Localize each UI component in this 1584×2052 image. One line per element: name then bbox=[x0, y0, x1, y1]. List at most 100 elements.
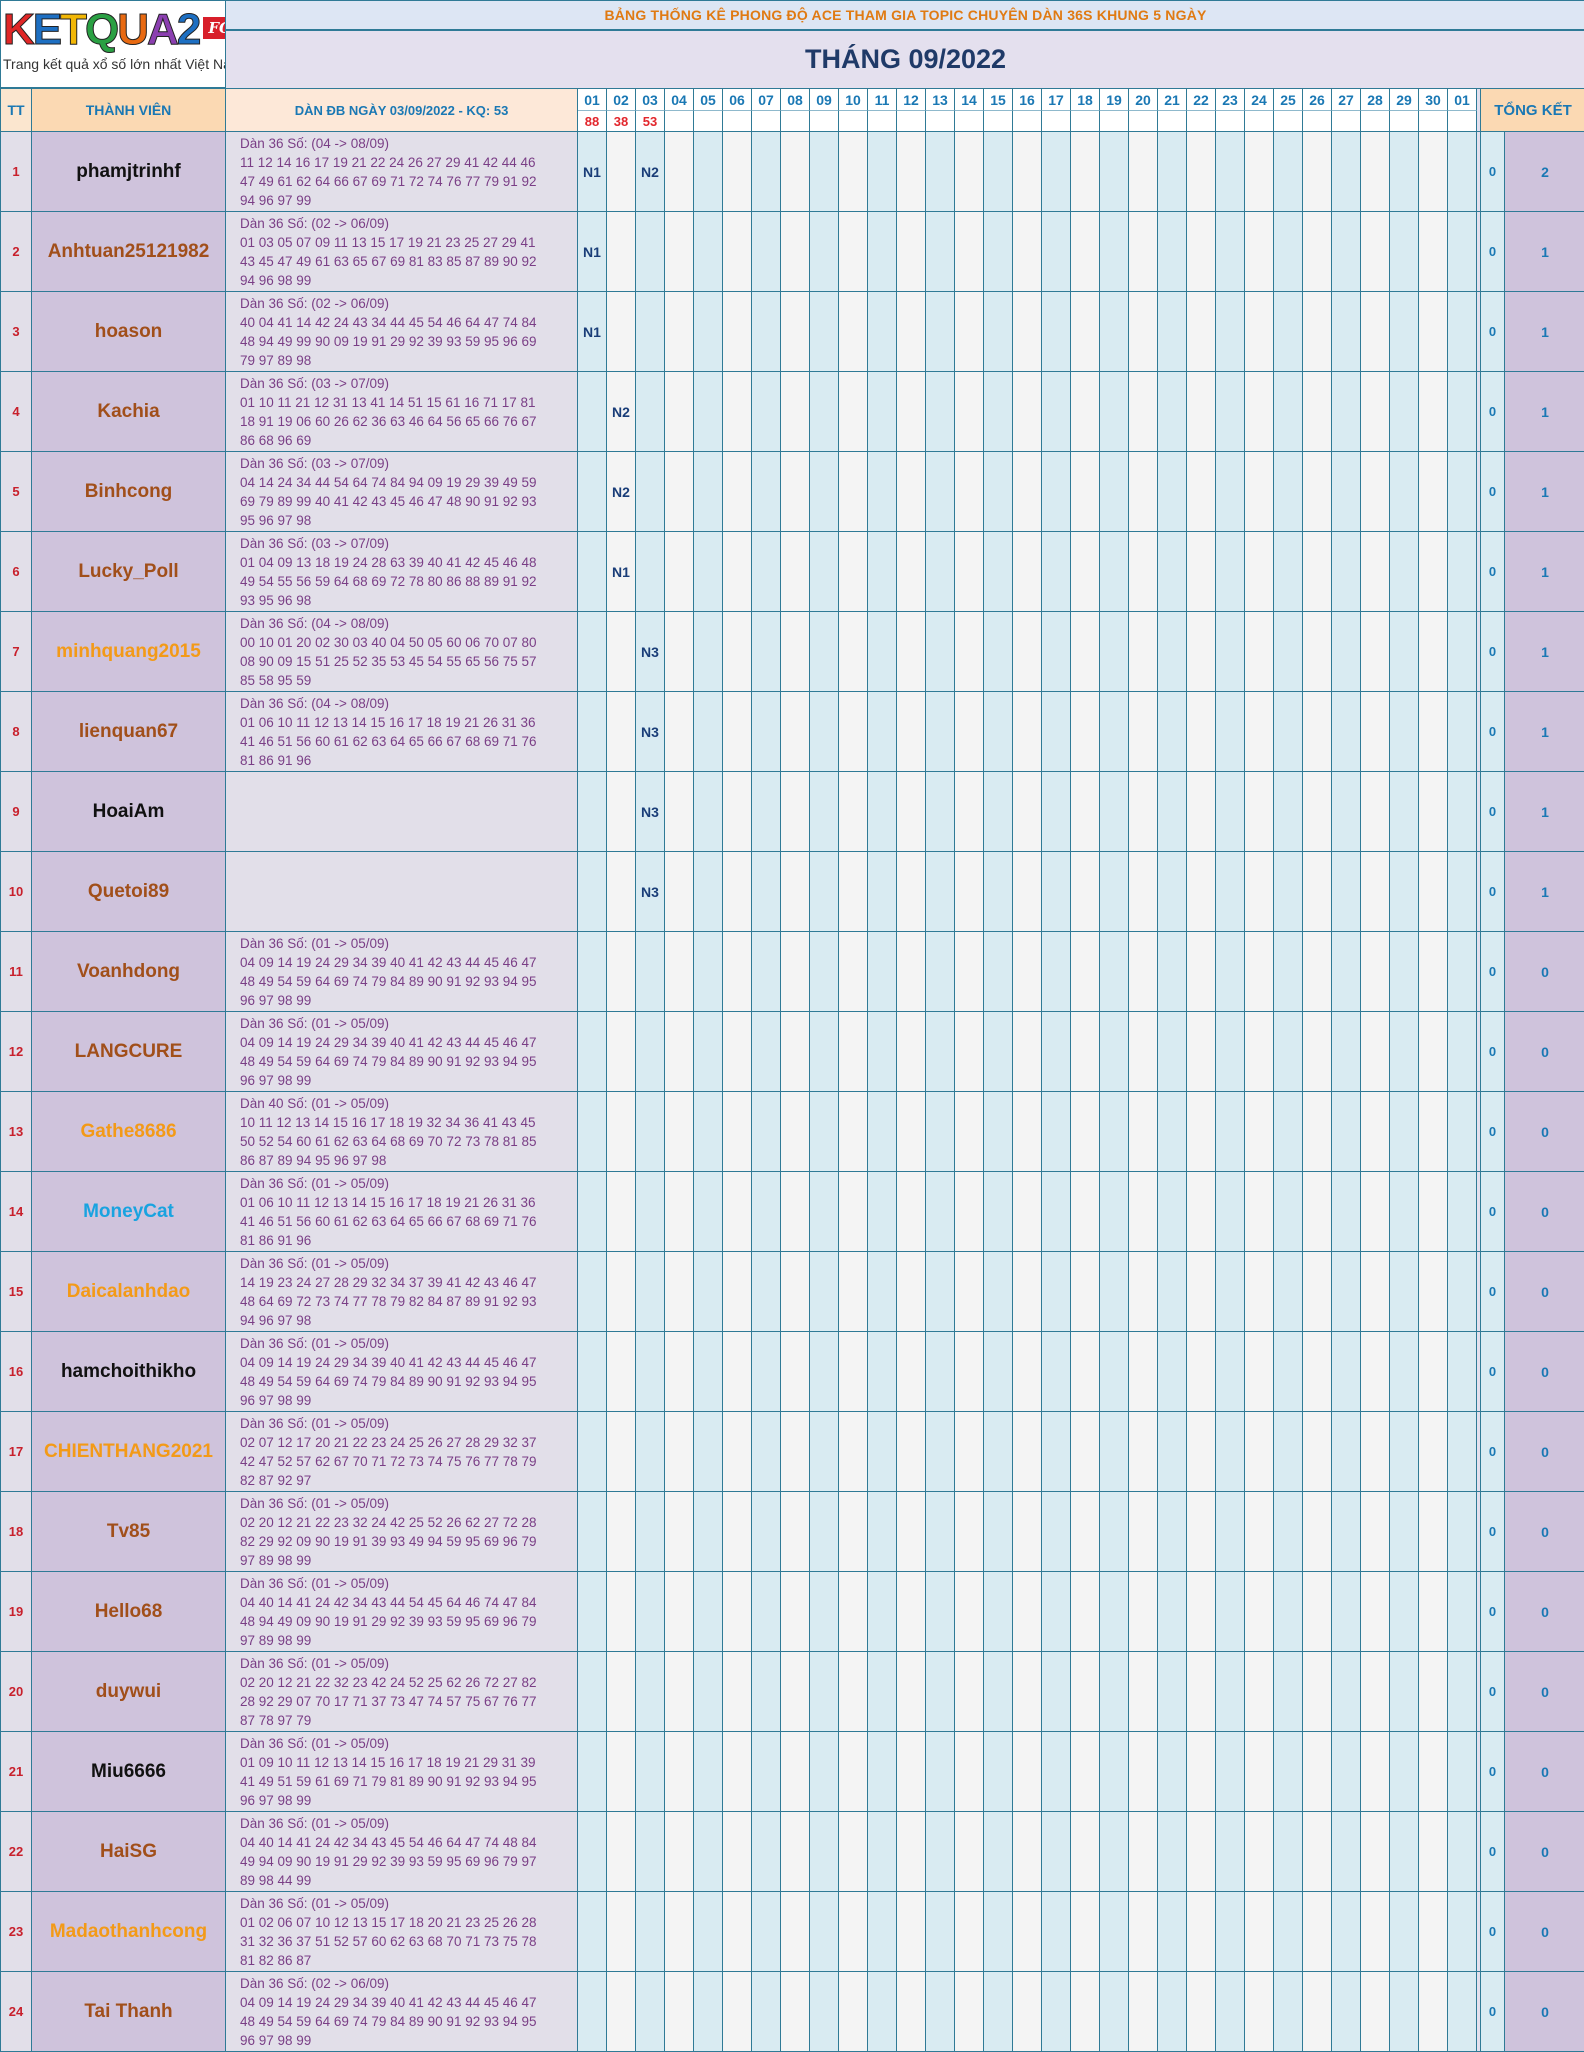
day-cell bbox=[1361, 1172, 1390, 1252]
day-cell bbox=[1187, 772, 1216, 852]
day-cell bbox=[1071, 1732, 1100, 1812]
day-cell bbox=[897, 1732, 926, 1812]
day-cell bbox=[810, 692, 839, 772]
day-cell bbox=[1361, 932, 1390, 1012]
separator bbox=[1477, 292, 1481, 372]
score-a: 0 bbox=[1481, 932, 1505, 1012]
day-cell bbox=[578, 1252, 607, 1332]
dan-line: 11 12 14 16 17 19 21 22 24 26 27 29 41 4… bbox=[240, 155, 536, 170]
day-cell bbox=[1187, 1412, 1216, 1492]
day-cell bbox=[955, 1972, 984, 2052]
day-cell bbox=[984, 1012, 1013, 1092]
day-cell bbox=[868, 452, 897, 532]
result-cell bbox=[1245, 111, 1274, 132]
day-cell bbox=[1216, 1812, 1245, 1892]
day-cell bbox=[752, 852, 781, 932]
day-cell bbox=[1448, 212, 1477, 292]
day-cell bbox=[752, 1972, 781, 2052]
day-cell bbox=[1187, 852, 1216, 932]
day-cell bbox=[955, 1252, 984, 1332]
member-name: Kachia bbox=[32, 372, 226, 452]
day-cell bbox=[1245, 1092, 1274, 1172]
score-a: 0 bbox=[1481, 292, 1505, 372]
dan-line: 10 11 12 13 14 15 16 17 18 19 32 34 36 4… bbox=[240, 1115, 536, 1130]
day-cell bbox=[1216, 372, 1245, 452]
day-cell bbox=[1100, 1652, 1129, 1732]
dan-line: 02 20 12 21 22 23 32 24 42 25 52 26 62 2… bbox=[240, 1515, 537, 1530]
day-cell bbox=[1187, 372, 1216, 452]
day-cell bbox=[665, 1572, 694, 1652]
separator bbox=[1477, 1892, 1481, 1972]
dan-line: 48 49 54 59 64 69 74 79 84 89 90 91 92 9… bbox=[240, 2014, 537, 2029]
hit-mark: N1 bbox=[578, 212, 607, 292]
day-cell bbox=[926, 1172, 955, 1252]
day-cell bbox=[1274, 1412, 1303, 1492]
day-cell bbox=[955, 612, 984, 692]
dan-line: 28 92 29 07 70 17 71 37 73 47 74 57 75 6… bbox=[240, 1694, 537, 1709]
dan-numbers: Dàn 36 Số: (01 -> 05/09) 02 07 12 17 20 2… bbox=[226, 1412, 578, 1492]
dan-numbers bbox=[226, 772, 578, 852]
result-cell bbox=[1332, 111, 1361, 132]
dan-numbers: Dàn 36 Số: (04 -> 08/09) 00 10 01 20 02 3… bbox=[226, 612, 578, 692]
day-header-31: 01 bbox=[1448, 89, 1477, 111]
day-cell bbox=[897, 772, 926, 852]
day-cell bbox=[1187, 1972, 1216, 2052]
day-cell bbox=[1419, 1652, 1448, 1732]
day-header-29: 29 bbox=[1390, 89, 1419, 111]
day-cell bbox=[1158, 452, 1187, 532]
dan-line: 97 89 98 99 bbox=[240, 1633, 312, 1648]
separator bbox=[1477, 1172, 1481, 1252]
day-cell bbox=[1245, 852, 1274, 932]
hit-mark: N2 bbox=[607, 372, 636, 452]
day-cell bbox=[636, 372, 665, 452]
dan-line: 14 19 23 24 27 28 29 32 34 37 39 41 42 4… bbox=[240, 1275, 537, 1290]
day-cell bbox=[1216, 1412, 1245, 1492]
day-cell bbox=[1361, 1012, 1390, 1092]
day-cell bbox=[1129, 1492, 1158, 1572]
day-cell bbox=[1187, 1892, 1216, 1972]
day-cell bbox=[926, 1492, 955, 1572]
day-cell bbox=[1419, 132, 1448, 212]
day-cell bbox=[868, 1892, 897, 1972]
day-cell bbox=[1071, 132, 1100, 212]
day-cell bbox=[1216, 1012, 1245, 1092]
day-cell bbox=[1274, 212, 1303, 292]
dan-line: 02 07 12 17 20 21 22 23 24 25 26 27 28 2… bbox=[240, 1435, 537, 1450]
day-cell bbox=[1071, 852, 1100, 932]
day-cell bbox=[1216, 1892, 1245, 1972]
day-cell bbox=[839, 1172, 868, 1252]
day-cell bbox=[1129, 772, 1158, 852]
day-cell bbox=[636, 1572, 665, 1652]
score-a: 0 bbox=[1481, 1092, 1505, 1172]
day-cell bbox=[1303, 1012, 1332, 1092]
day-cell bbox=[1245, 212, 1274, 292]
day-cell bbox=[1361, 292, 1390, 372]
member-name: CHIENTHANG2021 bbox=[32, 1412, 226, 1492]
day-cell bbox=[955, 1492, 984, 1572]
day-cell bbox=[1419, 1092, 1448, 1172]
day-cell bbox=[897, 1572, 926, 1652]
day-cell bbox=[897, 1652, 926, 1732]
day-cell bbox=[694, 1332, 723, 1412]
day-cell bbox=[1216, 1652, 1245, 1732]
day-cell bbox=[607, 1492, 636, 1572]
day-cell bbox=[723, 1252, 752, 1332]
separator bbox=[1477, 772, 1481, 852]
day-cell bbox=[1390, 852, 1419, 932]
day-cell bbox=[636, 1412, 665, 1492]
score-a: 0 bbox=[1481, 452, 1505, 532]
day-cell bbox=[926, 772, 955, 852]
score-total: 1 bbox=[1505, 452, 1584, 532]
day-header-14: 14 bbox=[955, 89, 984, 111]
day-cell bbox=[694, 852, 723, 932]
member-name: Lucky_Poll bbox=[32, 532, 226, 612]
day-cell bbox=[607, 1732, 636, 1812]
day-cell bbox=[810, 932, 839, 1012]
day-cell bbox=[1071, 1172, 1100, 1252]
day-cell bbox=[810, 1732, 839, 1812]
day-cell bbox=[1042, 1732, 1071, 1812]
score-a: 0 bbox=[1481, 612, 1505, 692]
site-logo[interactable]: KETQUA2 FORUM Trang kết quả xổ số lớn nh… bbox=[1, 1, 226, 89]
day-cell bbox=[868, 1572, 897, 1652]
dan-line: Dàn 36 Số: (01 -> 05/09) bbox=[240, 1896, 389, 1911]
